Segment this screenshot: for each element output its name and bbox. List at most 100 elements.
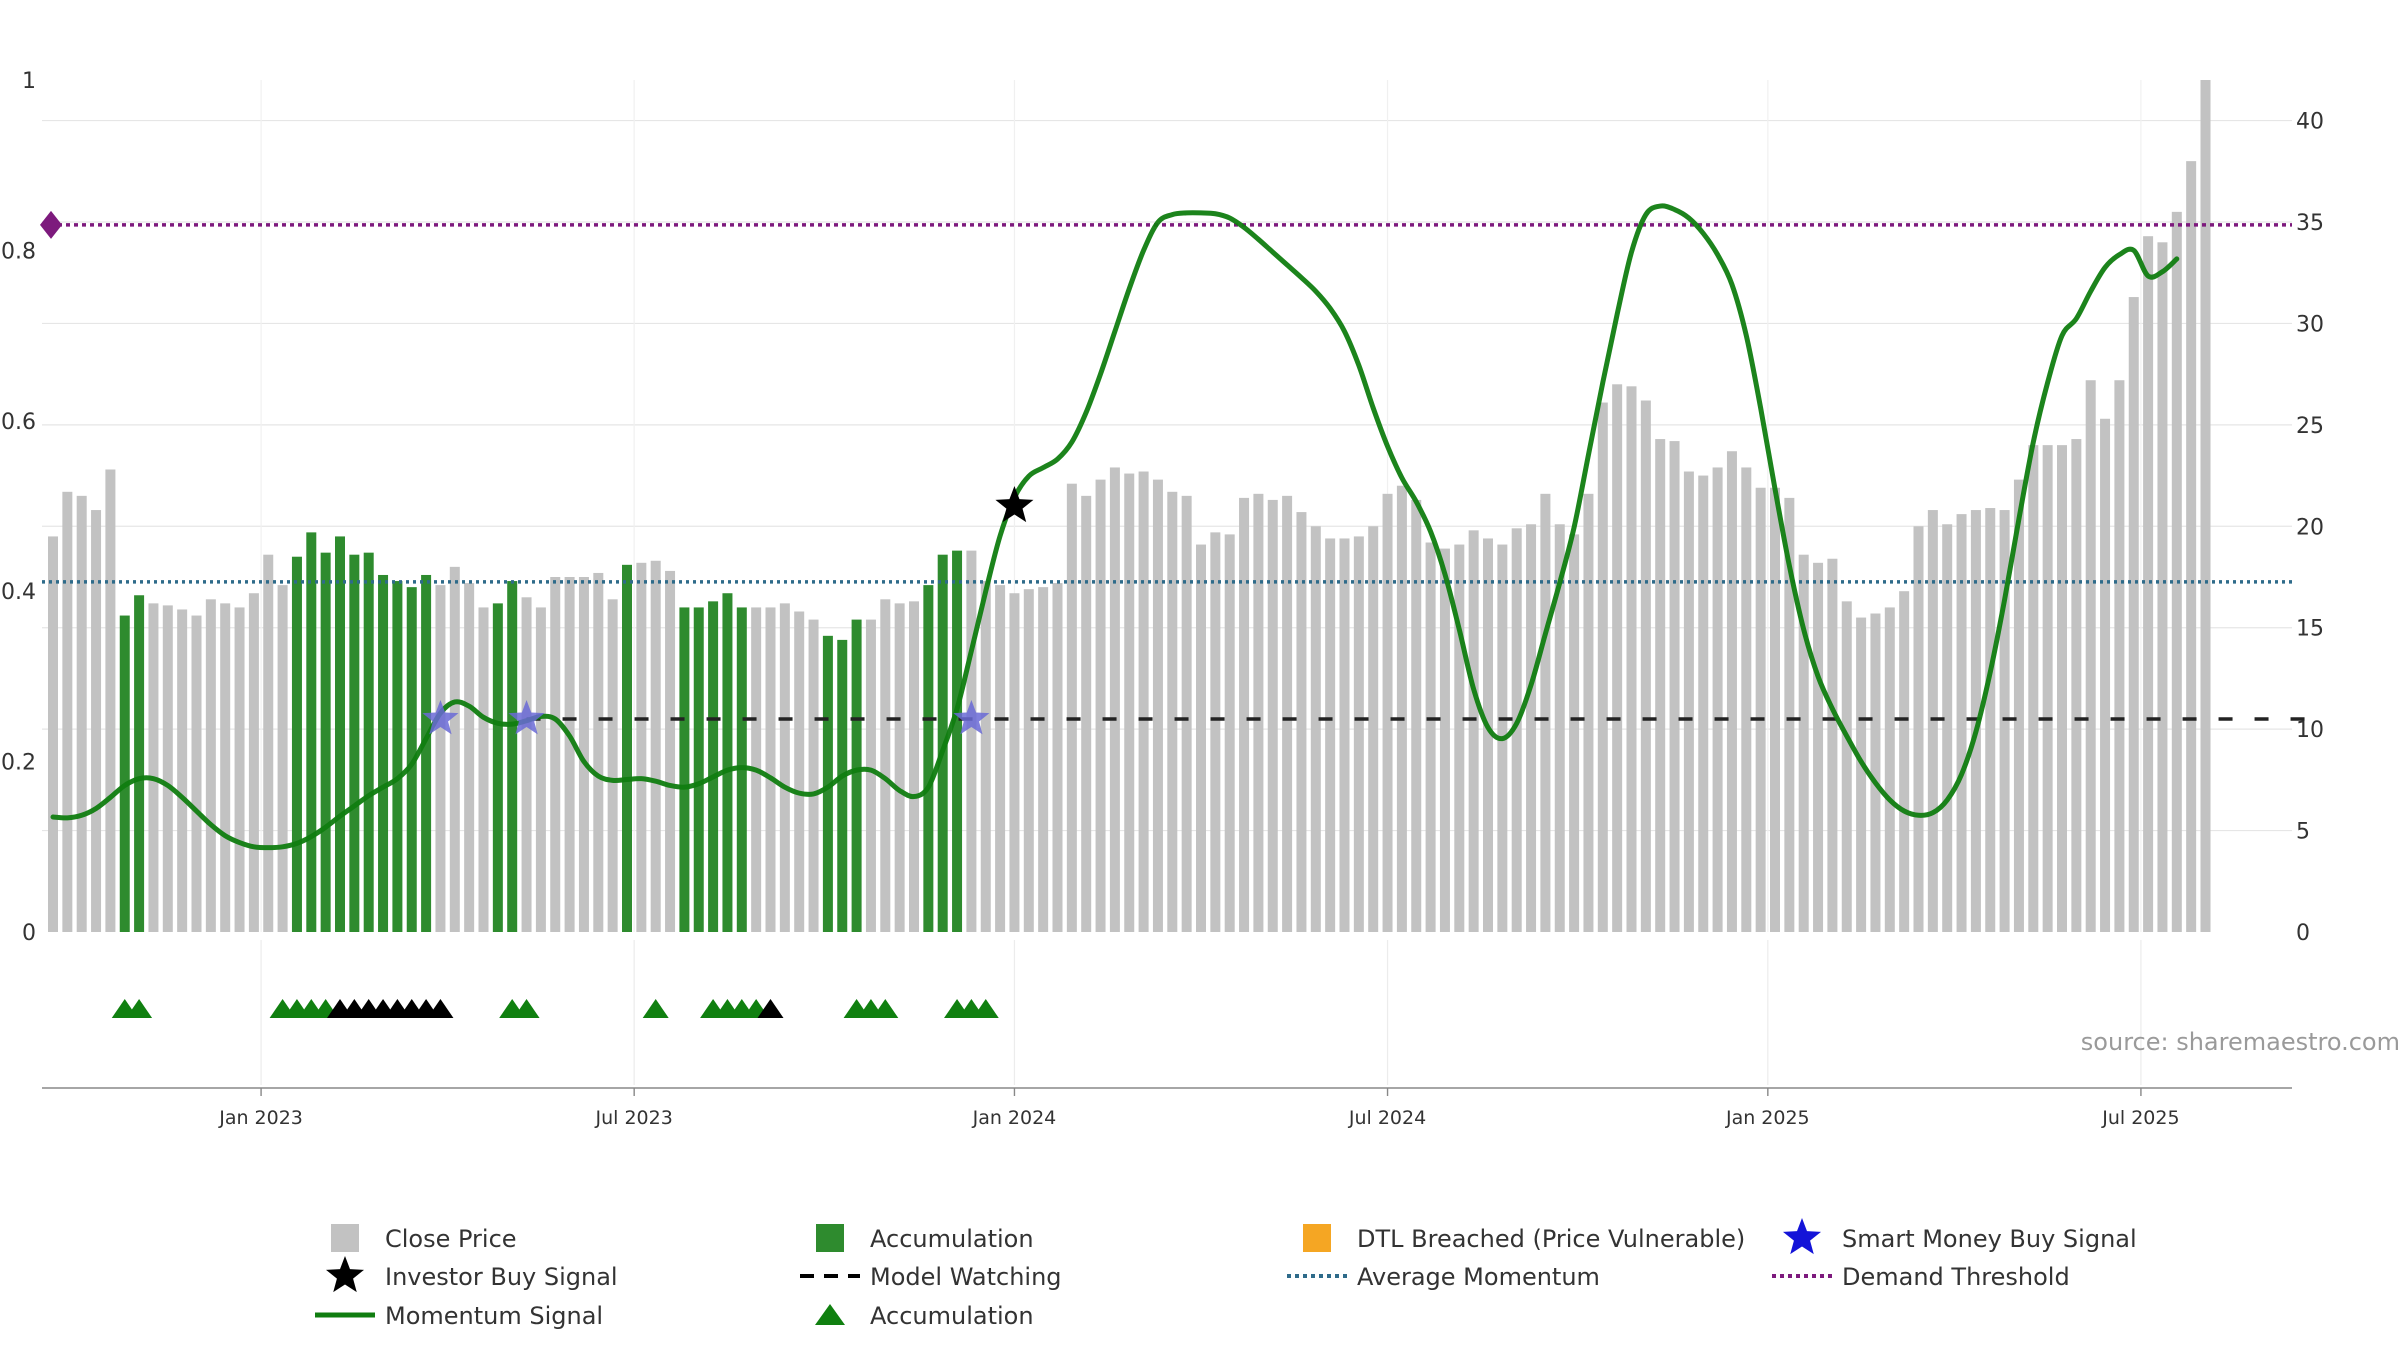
legend-item: Close Price [331, 1224, 517, 1253]
close-price-bar [550, 577, 561, 932]
close-price-bar [1942, 524, 1953, 932]
close-price-bar [1196, 544, 1206, 932]
close-price-bar [1698, 475, 1709, 932]
legend-item: Investor Buy Signal [325, 1256, 618, 1293]
right-axis-tick-label: 0 [2296, 921, 2310, 946]
close-price-bar [1798, 554, 1809, 932]
close-price-bar [76, 495, 87, 932]
legend-label: DTL Breached (Price Vulnerable) [1357, 1225, 1745, 1253]
close-price-bar [2071, 439, 2082, 932]
close-price-bar [191, 615, 202, 932]
close-price-bar [1454, 544, 1465, 932]
close-price-bar [435, 585, 446, 932]
accumulation-bar [679, 607, 690, 932]
close-price-bar [1095, 479, 1106, 932]
left-axis-tick-label: 0.4 [1, 580, 36, 605]
accumulation-triangle [972, 999, 999, 1018]
close-price-bar [865, 619, 876, 932]
x-axis-tick-label: Jul 2023 [595, 1107, 673, 1129]
close-price-bar [1239, 497, 1250, 932]
close-price-bar [220, 603, 231, 932]
close-price-bar [966, 550, 977, 932]
accumulation-markers [111, 999, 999, 1018]
close-price-bar [1554, 524, 1565, 932]
legend-item: Average Momentum [1287, 1263, 1600, 1291]
close-price-bar [48, 536, 58, 932]
close-price-bar [2085, 380, 2096, 932]
close-price-bar [1066, 483, 1077, 932]
accumulation-bar [291, 556, 302, 932]
close-price-bar [105, 469, 116, 932]
close-price-bar [636, 562, 647, 932]
close-price-bar [535, 607, 546, 932]
close-price-bar [1526, 524, 1537, 932]
close-price-bar [1913, 526, 1924, 932]
close-price-bar [1483, 538, 1493, 932]
close-price-bar [1640, 400, 1651, 932]
close-price-bar [980, 581, 991, 932]
close-price-bar [177, 609, 188, 932]
accumulation-bar [693, 607, 704, 932]
close-price-bar [1884, 607, 1895, 932]
close-price-bar [1181, 495, 1192, 932]
legend-item: DTL Breached (Price Vulnerable) [1303, 1224, 1745, 1253]
close-price-bar [1899, 591, 1910, 932]
accumulation-bar [320, 552, 331, 932]
accumulation-bar [507, 581, 518, 932]
close-price-bar [1597, 402, 1608, 932]
smart-money-buy-star [422, 700, 459, 735]
legend-label: Smart Money Buy Signal [1842, 1225, 2137, 1253]
close-price-bar [1999, 510, 2010, 932]
accumulation-bar [406, 587, 417, 932]
close-price-bar [1339, 538, 1350, 932]
legend-label: Momentum Signal [385, 1302, 603, 1330]
demand-threshold-marker [40, 210, 62, 239]
close-price-bar [91, 510, 102, 932]
momentum-layer [50, 203, 2180, 851]
close-price-bar [1569, 534, 1580, 932]
close-price-bar [521, 597, 532, 932]
accumulation-bar [708, 601, 719, 932]
right-axis-tick-label: 5 [2296, 820, 2310, 845]
legend-label: Close Price [385, 1225, 517, 1253]
right-axis-tick-label: 30 [2296, 312, 2324, 337]
accumulation-bar [837, 639, 848, 932]
right-axis-tick-label: 25 [2296, 414, 2324, 439]
close-price-bar [205, 599, 216, 932]
legend-item: Accumulation [816, 1224, 1034, 1253]
legend-label: Model Watching [870, 1263, 1062, 1291]
close-price-bar [1124, 473, 1135, 932]
close-price-bar [1655, 439, 1666, 932]
legend-item: Model Watching [800, 1263, 1062, 1291]
smart-money-buy-star [953, 700, 990, 735]
close-price-bar [1741, 467, 1752, 932]
accumulation-bar [119, 615, 130, 932]
accumulation-bar [722, 593, 733, 932]
legend-label: Investor Buy Signal [385, 1263, 618, 1291]
close-price-bar [1038, 587, 1049, 932]
left-axis-tick-label: 0.2 [1, 751, 36, 776]
close-price-bar [1167, 491, 1178, 932]
accumulation-bar [378, 574, 389, 932]
x-axis-tick-label: Jan 2023 [218, 1107, 303, 1129]
accumulation-bar [923, 585, 934, 932]
close-price-bar [1669, 441, 1680, 932]
black-star-icon [325, 1256, 365, 1293]
close-price-bar [765, 607, 776, 932]
legend-label: Accumulation [870, 1225, 1034, 1253]
accumulation-bar [492, 603, 503, 932]
close-price-bar [1985, 508, 1996, 932]
accumulation-bar [363, 552, 374, 932]
close-price-bar [1784, 497, 1795, 932]
close-price-bar [995, 585, 1006, 932]
close-price-bar [1210, 532, 1221, 932]
left-axis-tick-label: 0.6 [1, 410, 36, 435]
close-price-bar [1468, 530, 1479, 932]
left-axis-tick-label: 1 [22, 69, 36, 94]
close-price-bar [1712, 467, 1723, 932]
close-price-bar [248, 593, 259, 932]
close-price-bar [449, 566, 460, 932]
close-price-bar [2186, 161, 2197, 933]
close-price-bar [1425, 542, 1436, 932]
